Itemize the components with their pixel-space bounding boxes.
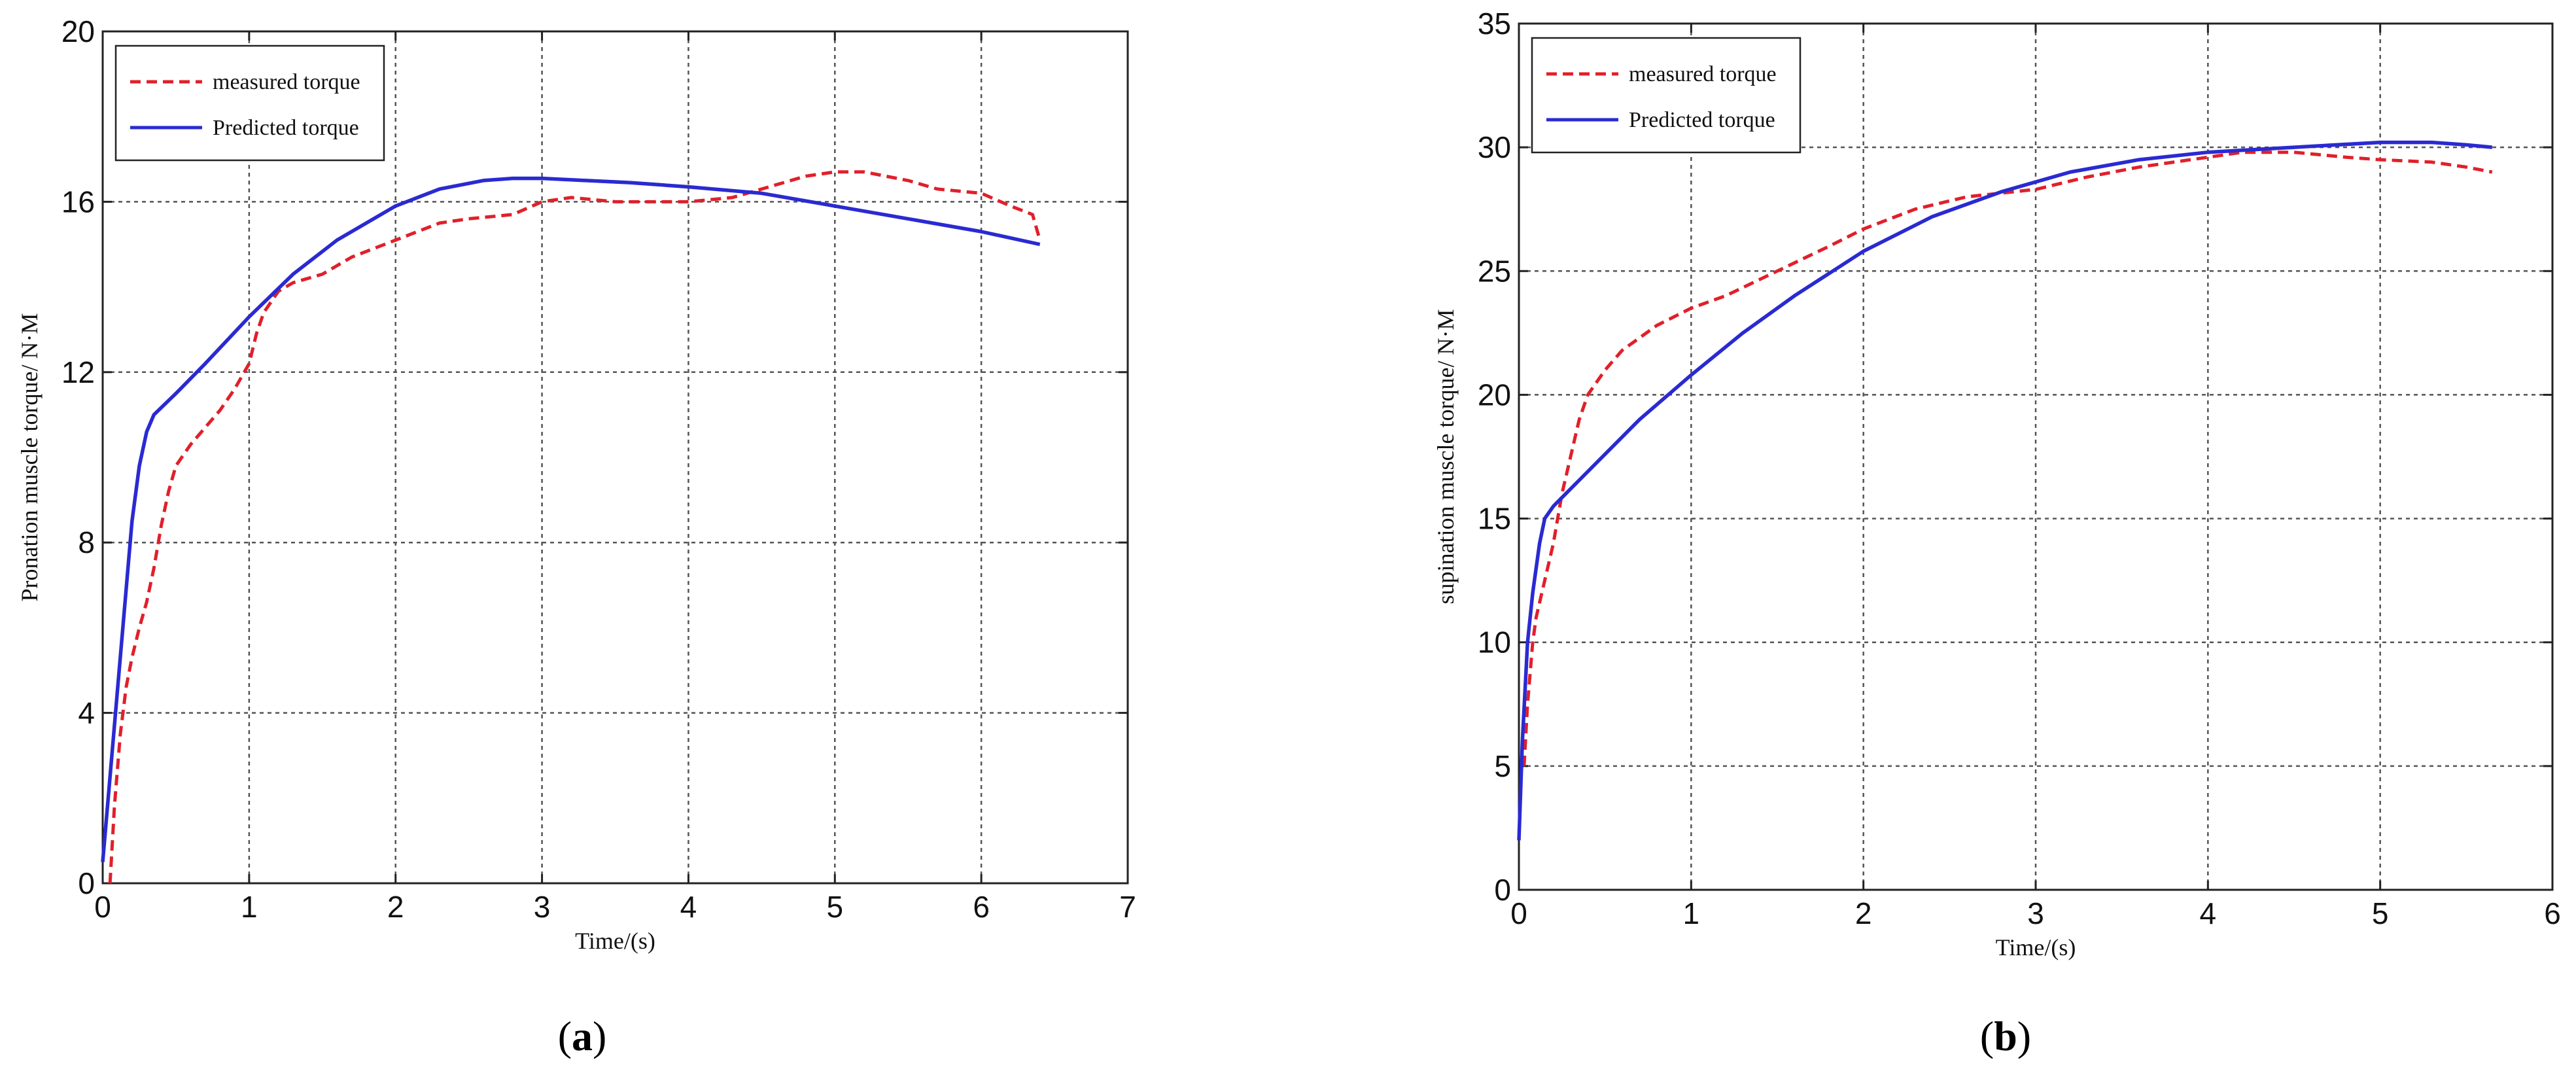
x-tick-label: 7 [1119, 890, 1136, 924]
plot-area-frame [101, 30, 1129, 885]
legend-label: Predicted torque [1629, 108, 1775, 132]
x-axis-label: Time/(s) [1996, 934, 2076, 960]
x-tick-label: 2 [387, 890, 404, 924]
x-tick-label: 4 [2200, 896, 2217, 930]
x-tick-label: 6 [2544, 896, 2561, 930]
y-tick-label: 10 [1478, 625, 1511, 660]
chart-panel-b: 0 1 2 3 4 5 6 0 5 10 15 20 25 30 35 Time/(s) supination … [1433, 7, 2561, 1059]
panel-caption: (b) [1980, 1013, 2031, 1059]
y-tick-label: 8 [78, 525, 95, 559]
legend-label: measured torque [213, 70, 360, 94]
legend-box [1531, 37, 1801, 154]
y-tick-label: 12 [61, 355, 95, 389]
y-axis-label: Pronation muscle torque/ N·M [16, 313, 43, 602]
y-tick-label: 35 [1478, 7, 1511, 41]
x-tick-label: 1 [241, 890, 258, 924]
panel-caption: (a) [558, 1013, 607, 1059]
x-tick-label: 4 [680, 890, 697, 924]
legend-label: measured torque [1629, 62, 1777, 86]
y-tick-label: 20 [1478, 378, 1511, 412]
x-tick-label: 2 [1855, 896, 1872, 930]
x-tick-label: 5 [2372, 896, 2389, 930]
x-tick-label: 3 [534, 890, 551, 924]
x-tick-label: 0 [94, 890, 111, 924]
y-tick-label: 30 [1478, 130, 1511, 164]
y-tick-label: 0 [78, 866, 95, 900]
y-tick-label: 15 [1478, 502, 1511, 536]
x-tick-label: 1 [1683, 896, 1700, 930]
series-line-predicted-torque [1517, 140, 2493, 841]
x-tick-label: 5 [826, 890, 843, 924]
x-axis-label: Time/(s) [575, 928, 655, 954]
x-tick-label: 3 [2027, 896, 2044, 930]
series-line-measured-torque [1522, 150, 2493, 767]
y-tick-label: 0 [1494, 873, 1511, 907]
legend-label: Predicted torque [213, 116, 359, 140]
x-tick-label: 0 [1510, 896, 1527, 930]
y-tick-label: 5 [1494, 749, 1511, 783]
series-line-predicted-torque [101, 176, 1041, 862]
y-tick-label: 20 [61, 14, 95, 48]
y-tick-label: 16 [61, 185, 95, 219]
y-tick-label: 25 [1478, 254, 1511, 288]
legend-box [114, 44, 385, 162]
y-tick-label: 4 [78, 696, 95, 730]
x-tick-label: 6 [973, 890, 990, 924]
y-axis-label: supination muscle torque/ N·M [1433, 309, 1459, 605]
series-line-measured-torque [108, 170, 1042, 884]
